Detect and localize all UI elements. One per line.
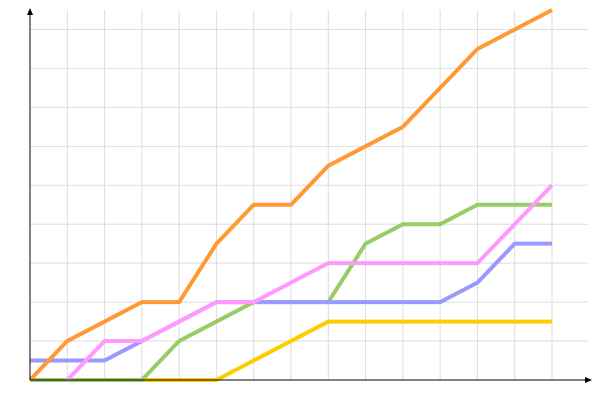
axes <box>27 8 592 383</box>
x-axis-arrow <box>585 377 592 383</box>
grid <box>30 10 588 380</box>
y-axis-arrow <box>27 8 33 15</box>
series-line-3 <box>30 241 552 363</box>
series-line-1 <box>28 8 553 382</box>
series-line-2 <box>65 183 554 382</box>
